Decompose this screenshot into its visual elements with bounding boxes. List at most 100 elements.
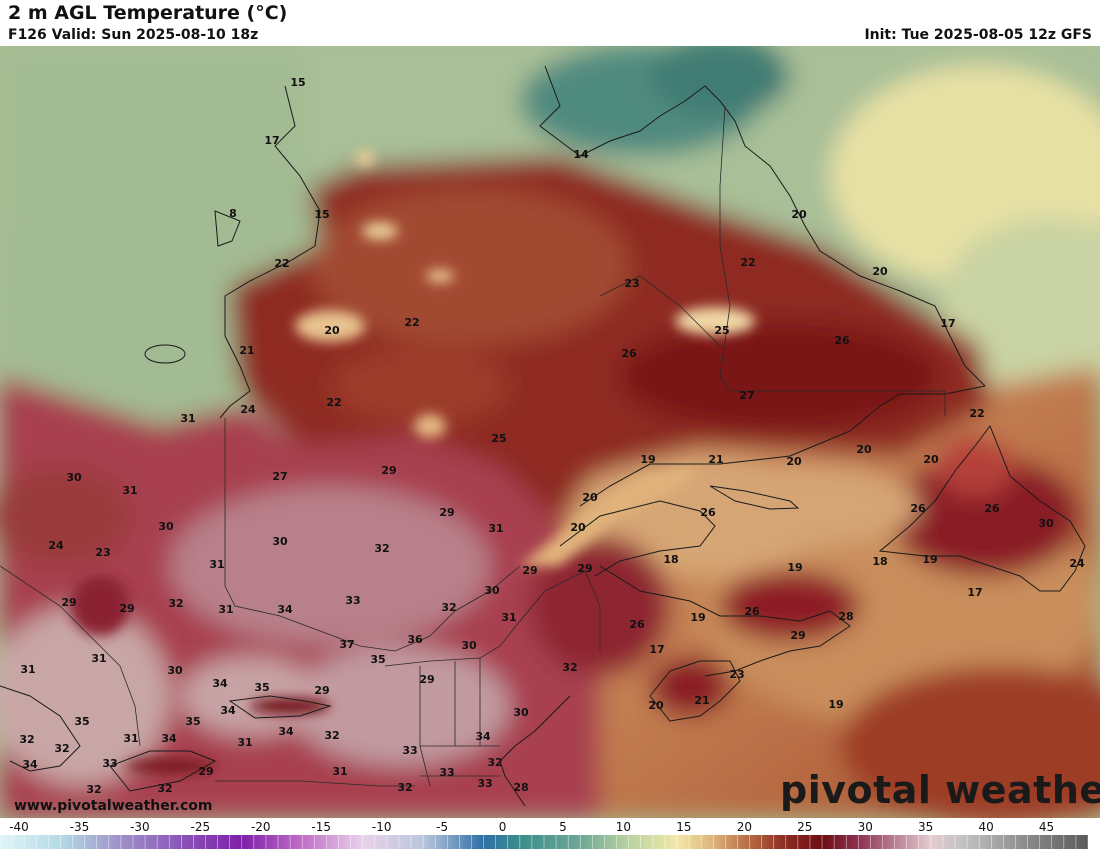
temp-label: 31 (180, 412, 195, 425)
temp-label: 23 (95, 546, 110, 559)
temp-label: 26 (700, 506, 716, 519)
temp-label: 32 (562, 661, 577, 674)
temp-label: 34 (277, 603, 293, 616)
color-scale-tick: 15 (676, 820, 691, 834)
pivotal-weather-logo: pivotal weather (780, 768, 1100, 812)
temp-label: 15 (314, 208, 329, 221)
temp-label: 34 (475, 730, 491, 743)
temp-label: 31 (123, 732, 138, 745)
temp-label: 35 (185, 715, 200, 728)
temp-label: 20 (872, 265, 888, 278)
borders (0, 105, 946, 787)
temperature-map[interactable]: 15 17 15 22 20 22 21 24 31 22 25 29 27 30 31 29 30 31 30 32… (0, 46, 1100, 818)
temp-label: 30 (167, 664, 183, 677)
temp-label: 31 (218, 603, 233, 616)
color-scale-tick: -15 (311, 820, 331, 834)
temp-label: 8 (229, 207, 237, 220)
temp-label: 31 (209, 558, 224, 571)
color-scale-tick: -20 (251, 820, 271, 834)
temp-label: 21 (708, 453, 723, 466)
temp-label: 30 (66, 471, 82, 484)
temp-label: 37 (339, 638, 354, 651)
temp-label: 17 (940, 317, 955, 330)
temp-label: 24 (240, 403, 256, 416)
temp-label: 34 (161, 732, 177, 745)
temp-label: 25 (714, 324, 729, 337)
color-scale-tick: -30 (130, 820, 150, 834)
temp-label: 29 (381, 464, 396, 477)
temp-label: 29 (419, 673, 434, 686)
temp-label: 32 (324, 729, 339, 742)
temp-label: 26 (910, 502, 926, 515)
temp-label: 20 (786, 455, 802, 468)
temp-label: 28 (838, 610, 853, 623)
map-header: 2 m AGL Temperature (°C) F126 Valid: Sun… (0, 0, 1100, 46)
temp-label: 22 (740, 256, 755, 269)
temp-label: 23 (729, 668, 744, 681)
color-scale-tick: 5 (559, 820, 567, 834)
temperature-field (0, 46, 1100, 818)
temp-label: 31 (488, 522, 503, 535)
temp-label: 28 (513, 781, 528, 794)
temp-label: 29 (119, 602, 134, 615)
temp-label: 26 (984, 502, 1000, 515)
temp-label: 29 (439, 506, 454, 519)
temp-label: 33 (439, 766, 454, 779)
temp-label: 34 (278, 725, 294, 738)
color-scale-tick: 45 (1039, 820, 1054, 834)
temp-label: 29 (61, 596, 76, 609)
temp-label: 17 (264, 134, 279, 147)
temperature-labels: 15 17 15 22 20 22 21 24 31 22 25 29 27 30 31 29 30 31 30 32… (19, 76, 1085, 796)
color-scale-tick: 30 (858, 820, 873, 834)
temp-label: 32 (19, 733, 34, 746)
temp-label: 17 (649, 643, 664, 656)
temp-label: 30 (461, 639, 477, 652)
temp-label: 32 (441, 601, 456, 614)
temp-label: 32 (86, 783, 101, 796)
temp-label: 34 (212, 677, 228, 690)
color-scale-tick: 0 (499, 820, 507, 834)
valid-time: F126 Valid: Sun 2025-08-10 18z (8, 27, 259, 43)
color-scale: -40 -35 -30 -25 -20 -15 -10 -5 0 5 10 15 20 25 30 35 40 4… (0, 818, 1100, 850)
temp-label: 35 (370, 653, 385, 666)
color-scale-tick: 35 (918, 820, 933, 834)
temp-label: 17 (967, 586, 982, 599)
temp-label: 31 (501, 611, 516, 624)
color-scale-tick: 25 (797, 820, 812, 834)
temp-label: 32 (168, 597, 183, 610)
temp-label: 34 (220, 704, 236, 717)
temp-label: 26 (629, 618, 645, 631)
temp-label: 22 (404, 316, 419, 329)
temp-label: 22 (969, 407, 984, 420)
temp-label: 29 (522, 564, 537, 577)
temp-label: 31 (20, 663, 35, 676)
temp-label: 34 (22, 758, 38, 771)
temp-label: 19 (787, 561, 802, 574)
temp-label: 20 (923, 453, 939, 466)
temp-label: 25 (491, 432, 506, 445)
coastlines (0, 65, 1086, 807)
temp-label: 36 (407, 633, 423, 646)
website-text[interactable]: www.pivotalweather.com (14, 798, 213, 814)
temp-label: 26 (744, 605, 760, 618)
temp-label: 26 (621, 347, 637, 360)
temp-label: 31 (122, 484, 137, 497)
temp-label: 33 (477, 777, 492, 790)
temp-label: 14 (573, 148, 589, 161)
color-scale-tick: -40 (9, 820, 29, 834)
map-title: 2 m AGL Temperature (°C) (8, 2, 288, 24)
temp-label: 35 (254, 681, 269, 694)
temp-label: 30 (484, 584, 500, 597)
temp-label: 20 (582, 491, 598, 504)
temp-label: 20 (570, 521, 586, 534)
temp-label: 32 (374, 542, 389, 555)
temp-label: 20 (856, 443, 872, 456)
temp-label: 24 (48, 539, 64, 552)
init-time: Init: Tue 2025-08-05 12z GFS (864, 27, 1092, 43)
temp-label: 21 (239, 344, 254, 357)
temp-label: 33 (102, 757, 117, 770)
temp-label: 35 (74, 715, 89, 728)
temp-label: 29 (314, 684, 329, 697)
temp-label: 24 (1069, 557, 1085, 570)
temp-label: 21 (694, 694, 709, 707)
